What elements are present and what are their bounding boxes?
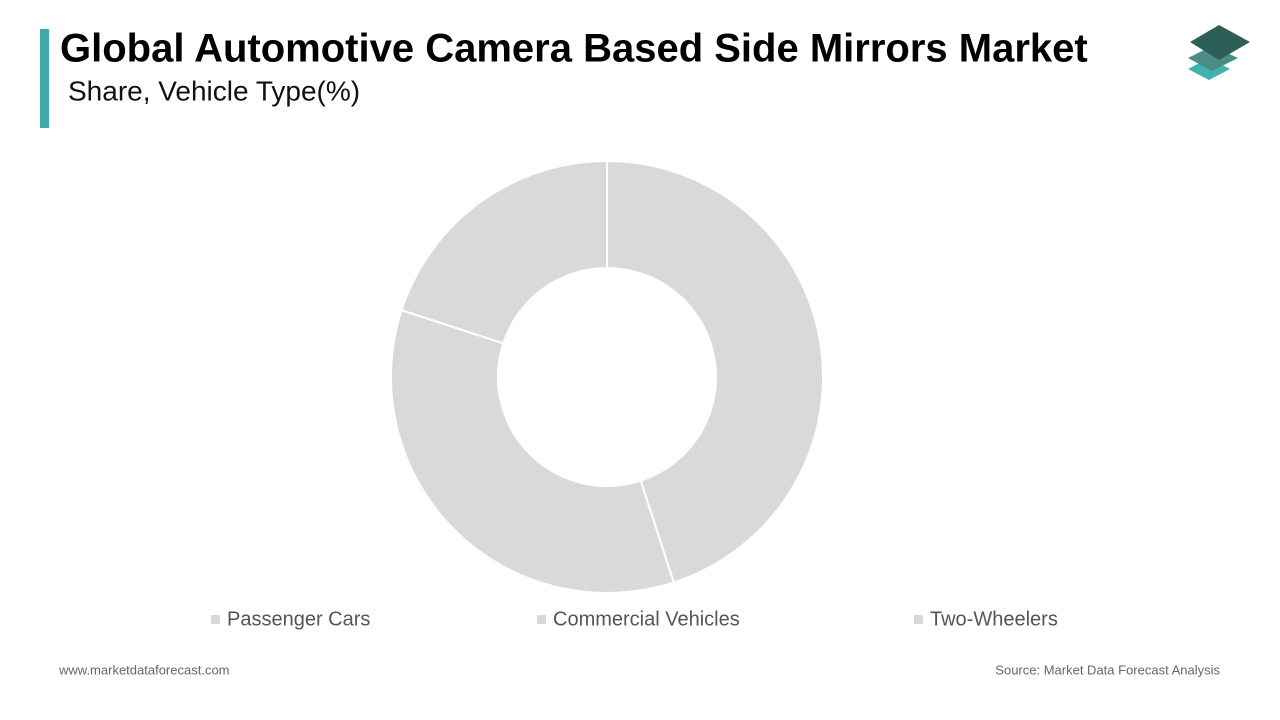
donut-segment bbox=[400, 159, 608, 345]
logo bbox=[1188, 25, 1250, 80]
donut-segment bbox=[606, 159, 824, 584]
legend-label: Commercial Vehicles bbox=[553, 608, 740, 630]
legend-marker bbox=[211, 615, 220, 624]
logo-layer bbox=[1190, 25, 1250, 60]
chart-subtitle: Share, Vehicle Type(%) bbox=[68, 75, 360, 106]
legend-marker bbox=[537, 615, 546, 624]
title-accent bbox=[40, 29, 49, 128]
footer-source: Source: Market Data Forecast Analysis bbox=[995, 662, 1220, 677]
donut-segment bbox=[390, 308, 676, 594]
legend-label: Passenger Cars bbox=[227, 608, 370, 630]
legend-label: Two-Wheelers bbox=[930, 608, 1058, 630]
chart-title: Global Automotive Camera Based Side Mirr… bbox=[60, 27, 1088, 71]
legend-marker bbox=[914, 615, 923, 624]
footer-website: www.marketdataforecast.com bbox=[58, 662, 230, 677]
